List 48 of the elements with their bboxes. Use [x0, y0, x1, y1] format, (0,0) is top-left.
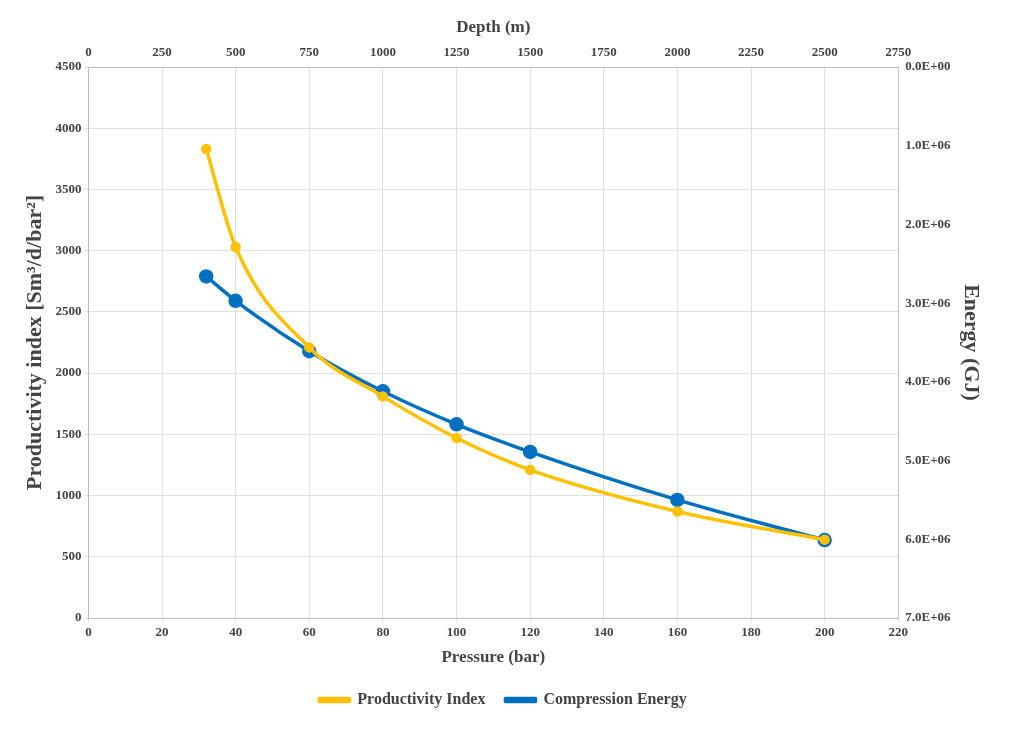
y2-tick-label: 6.0E+06 [905, 530, 952, 546]
y-tick-label: 1000 [55, 486, 82, 502]
y2-tick-label: 2.0E+06 [905, 215, 952, 231]
y2-tick-label: 4.0E+06 [905, 373, 952, 389]
x-tick-label: 140 [594, 624, 614, 640]
x2-tick-label: 1750 [590, 43, 617, 59]
x2-tick-label: 2500 [811, 43, 838, 59]
x2-tick-label: 2250 [738, 43, 765, 59]
x-tick-label: 180 [741, 624, 761, 640]
y-tick-label: 2500 [55, 303, 82, 319]
x2-tick-label: 2750 [885, 43, 912, 59]
x-tick-label: 60 [302, 624, 316, 640]
x-tick-label: 220 [888, 624, 909, 640]
x-tick-label: 200 [814, 624, 835, 640]
x-tick-label: 100 [446, 624, 467, 640]
y-tick-label: 4000 [55, 119, 82, 135]
y2-tick-label: 1.0E+06 [905, 137, 952, 153]
x2-tick-label: 1000 [369, 43, 396, 59]
x2-tick-label: 1250 [443, 43, 470, 59]
x2-tick-label: 750 [299, 43, 320, 59]
y2-tick-label: 5.0E+06 [905, 451, 952, 467]
x-tick-label: 40 [229, 624, 243, 640]
y-tick-label: 0 [74, 609, 82, 625]
x-axis-title: Pressure (bar) [441, 647, 546, 667]
x2-tick-label: 500 [225, 43, 246, 59]
y-tick-label: 500 [61, 548, 82, 564]
x-tick-label: 80 [376, 624, 390, 640]
y2-tick-label: 3.0E+06 [905, 294, 952, 310]
y-tick-label: 4500 [55, 58, 82, 74]
y-tick-label: 1500 [55, 425, 82, 441]
y2-tick-label: 0.0E+00 [905, 58, 951, 74]
legend-label: Compression Energy [543, 690, 687, 709]
legend-label: Productivity Index [357, 690, 486, 709]
x-tick-label: 160 [667, 624, 688, 640]
y-axis-title: Productivity index [Sm³/d/bar²] [20, 194, 46, 491]
y2-axis-title: Energy (GJ) [960, 284, 986, 401]
x2-tick-label: 1500 [517, 43, 544, 59]
x-tick-label: 120 [520, 624, 540, 640]
y-tick-label: 3500 [55, 180, 82, 196]
y-tick-label: 2000 [55, 364, 82, 380]
x2-tick-label: 2000 [664, 43, 691, 59]
x-tick-label: 20 [155, 624, 169, 640]
x2-axis-title: Depth (m) [456, 16, 531, 36]
x2-tick-label: 250 [152, 43, 172, 59]
y2-tick-label: 7.0E+06 [905, 609, 952, 625]
x-tick-label: 0 [85, 624, 92, 640]
x2-tick-label: 0 [85, 43, 92, 59]
y-tick-label: 3000 [55, 242, 82, 258]
